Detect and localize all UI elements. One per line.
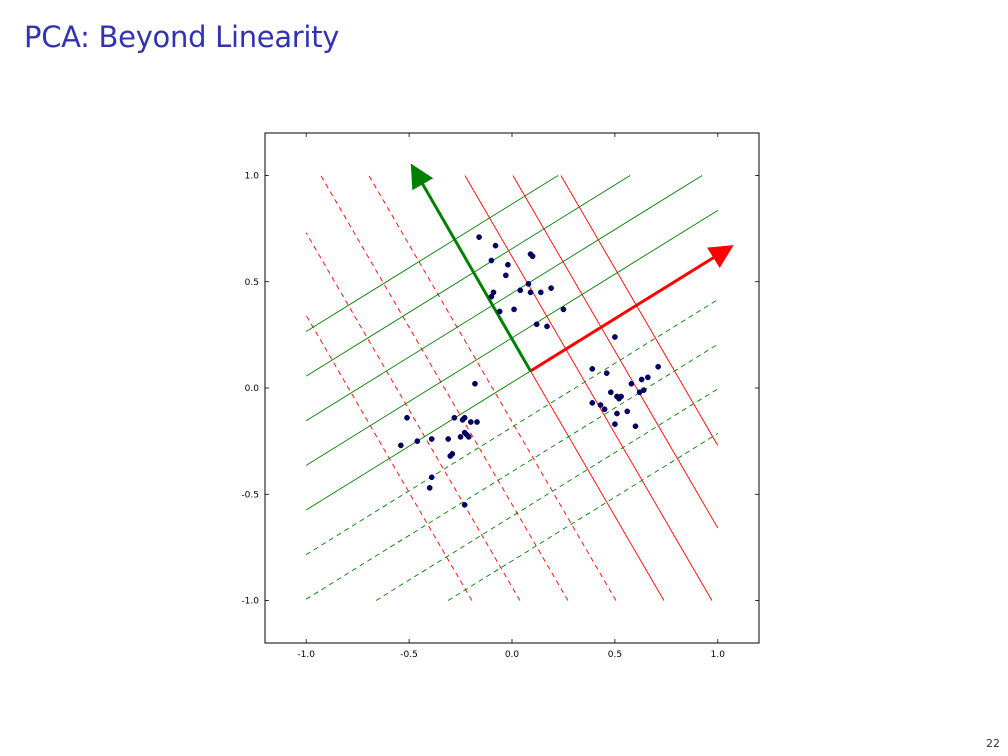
- data-point: [655, 363, 661, 370]
- data-point: [496, 308, 503, 315]
- y-tick-label: -1.0: [241, 597, 259, 607]
- pc1-arrow: [529, 245, 734, 373]
- data-point: [474, 419, 480, 425]
- data-point: [537, 289, 544, 296]
- data-point: [589, 400, 596, 406]
- red-contour-line-6: [512, 175, 719, 529]
- data-point: [544, 323, 550, 330]
- data-point: [517, 287, 524, 294]
- data-point: [597, 402, 604, 408]
- data-point: [467, 419, 474, 425]
- data-point: [612, 421, 618, 427]
- data-point: [636, 389, 643, 396]
- data-point: [398, 442, 404, 449]
- red-contour-line-3: [368, 175, 617, 601]
- data-point: [589, 366, 596, 372]
- red-contour-line-2: [320, 175, 569, 601]
- data-point: [404, 414, 410, 421]
- data-point: [428, 474, 435, 481]
- data-point: [457, 434, 464, 440]
- data-point: [560, 306, 567, 313]
- data-point: [461, 502, 468, 508]
- data-point: [511, 306, 517, 313]
- x-tick-label: 0.5: [608, 650, 622, 660]
- data-point: [548, 285, 554, 291]
- x-tick-label: 1.0: [711, 650, 726, 660]
- data-point: [638, 376, 645, 383]
- principal-axes: [410, 163, 734, 373]
- data-point: [628, 380, 635, 387]
- data-point: [603, 370, 610, 376]
- data-point: [428, 436, 435, 442]
- data-point: [465, 434, 472, 440]
- data-point: [601, 406, 608, 413]
- data-point: [490, 289, 497, 296]
- data-point: [505, 261, 511, 268]
- data-point: [445, 436, 452, 442]
- data-point: [529, 253, 536, 260]
- green-contour-line-6: [305, 175, 703, 422]
- data-point: [645, 374, 651, 381]
- data-point: [451, 414, 458, 421]
- y-tick-label: -0.5: [241, 490, 259, 500]
- plot-area: [264, 132, 760, 644]
- page-number: 22: [986, 737, 1000, 750]
- y-tick-label: 0.5: [245, 278, 259, 288]
- green-contour-line-0: [447, 433, 719, 601]
- data-point: [426, 485, 433, 491]
- data-point: [492, 242, 499, 249]
- data-point: [472, 380, 478, 387]
- data-point: [414, 438, 421, 444]
- green-contour-line-1: [375, 388, 719, 601]
- red-contour-line-0: [305, 315, 473, 601]
- data-point: [612, 334, 618, 340]
- data-point: [632, 423, 639, 430]
- red-contour-line-7: [560, 175, 719, 446]
- data-point: [614, 410, 620, 417]
- y-tick-label: 1.0: [245, 172, 260, 182]
- x-tick-label: -1.0: [297, 650, 315, 660]
- red-contour-line-5: [464, 175, 713, 601]
- data-points: [398, 234, 661, 508]
- y-tick-label: 0.0: [245, 384, 260, 394]
- data-point: [525, 281, 532, 287]
- data-point: [502, 272, 509, 279]
- data-point: [624, 408, 631, 415]
- axis-ticks: -1.0 -0.5 0.0 0.5 1.0 -1.0 -0.5 0.0 0.5 1.0: [241, 133, 759, 660]
- data-point: [461, 414, 468, 421]
- red-contour-line-1: [305, 232, 521, 601]
- data-point: [618, 393, 624, 400]
- data-point: [533, 321, 540, 328]
- green-contour-line-7: [305, 175, 631, 377]
- slide-title: PCA: Beyond Linearity: [24, 20, 340, 54]
- data-point: [449, 451, 456, 457]
- x-tick-label: -0.5: [400, 650, 418, 660]
- x-tick-label: 0.0: [505, 650, 520, 660]
- green-contour-line-8: [305, 175, 559, 332]
- data-point: [488, 257, 495, 264]
- data-point: [607, 389, 614, 396]
- pc2-arrow: [410, 163, 532, 372]
- data-point: [476, 234, 482, 240]
- data-point: [527, 289, 534, 296]
